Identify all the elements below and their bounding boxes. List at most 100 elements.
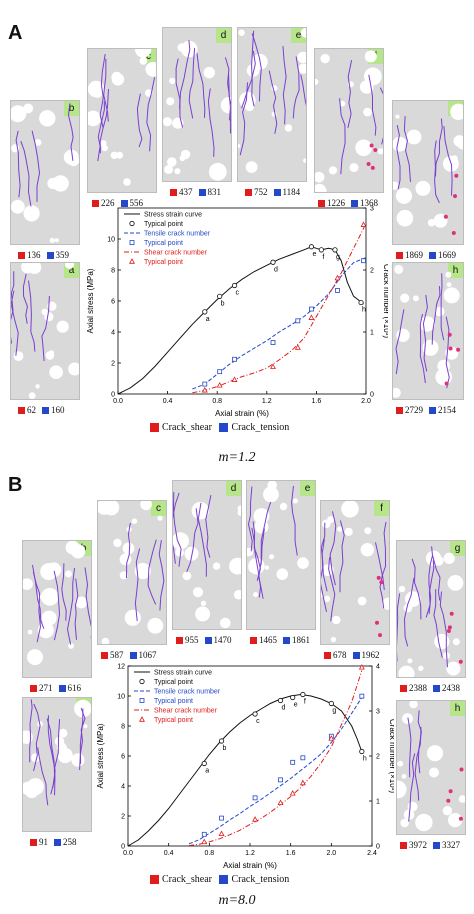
shear-mark bbox=[375, 620, 379, 625]
y-tick-label: 8 bbox=[111, 268, 115, 275]
panel-b-snapshot-b: b bbox=[22, 540, 92, 678]
crack-trace bbox=[175, 58, 184, 128]
particle bbox=[68, 155, 79, 167]
crack-trace bbox=[15, 130, 21, 198]
y-tick-label: 0 bbox=[111, 392, 115, 399]
particle bbox=[245, 161, 258, 174]
crack-trace bbox=[422, 294, 428, 372]
x-tick-label: 0.0 bbox=[113, 398, 123, 405]
particle bbox=[220, 617, 231, 629]
shear-typical-point bbox=[334, 274, 341, 281]
crack-trace bbox=[433, 589, 443, 658]
particle bbox=[402, 713, 413, 724]
x-tick-label: 1.6 bbox=[312, 398, 322, 405]
panel-a-count-d: 437 831 bbox=[170, 186, 227, 198]
particle bbox=[101, 637, 110, 644]
panel-a-count-f: 1226 1368 bbox=[318, 197, 384, 209]
x-axis-label: Axial strain (%) bbox=[215, 409, 269, 418]
particle bbox=[446, 661, 461, 676]
particle bbox=[437, 359, 450, 373]
legend-swatch bbox=[139, 716, 145, 722]
shear-typical-point bbox=[289, 790, 296, 796]
shear-mark bbox=[459, 767, 464, 772]
particle bbox=[349, 163, 359, 173]
shear-typical-point bbox=[277, 799, 284, 806]
particle bbox=[39, 110, 56, 127]
particle bbox=[363, 107, 372, 117]
stress-typical-point bbox=[300, 691, 306, 698]
typical-point-label: d bbox=[274, 266, 278, 273]
particle bbox=[276, 568, 289, 580]
particle bbox=[434, 556, 444, 566]
particle bbox=[135, 49, 152, 58]
particle bbox=[68, 362, 79, 376]
panel-b-snapshot-g: g bbox=[396, 540, 466, 678]
specimen-texture bbox=[23, 541, 91, 666]
crack-trace bbox=[74, 578, 79, 640]
typical-point-label: d bbox=[282, 705, 286, 712]
shear-mark bbox=[458, 659, 463, 664]
particle bbox=[446, 282, 452, 287]
crack-trace bbox=[347, 60, 353, 129]
y-tick-label: 10 bbox=[117, 694, 125, 701]
stress-typical-point bbox=[308, 244, 315, 250]
particle bbox=[407, 801, 418, 812]
legend-entry: Shear crack number bbox=[154, 708, 218, 715]
particle bbox=[328, 166, 338, 175]
x-tick-label: 1.2 bbox=[262, 398, 272, 405]
particle bbox=[100, 140, 107, 147]
panel-b-snapshot-e: e bbox=[246, 480, 316, 630]
crack-trace bbox=[247, 486, 253, 552]
tensile-typical-point bbox=[217, 369, 223, 375]
particle bbox=[422, 339, 439, 356]
shear-crack-curve bbox=[192, 223, 367, 394]
particle bbox=[248, 563, 258, 573]
particle bbox=[35, 384, 40, 389]
shear-mark bbox=[456, 347, 461, 352]
tensile-typical-point bbox=[252, 795, 258, 801]
crack-trace bbox=[252, 521, 261, 581]
crack-trace bbox=[292, 56, 300, 119]
shear-mark bbox=[366, 162, 371, 166]
crack-trace bbox=[251, 527, 262, 598]
legend-crack-tension: Crack_tension bbox=[231, 874, 290, 885]
crack-trace bbox=[381, 521, 387, 590]
typical-point-label: e bbox=[312, 251, 316, 258]
particle bbox=[321, 564, 334, 577]
y2-tick-label: 2 bbox=[376, 754, 380, 761]
panel-b-count-h: 3972 3327 bbox=[400, 839, 466, 851]
stress-typical-point bbox=[231, 282, 238, 289]
particle bbox=[237, 509, 241, 516]
particle bbox=[166, 97, 175, 106]
particle bbox=[167, 157, 177, 167]
crack-trace bbox=[440, 273, 445, 341]
panel-a-snapshot-f: f bbox=[314, 48, 384, 193]
tensile-typical-point bbox=[278, 777, 283, 783]
typical-point-label: e bbox=[294, 702, 298, 709]
crack-trace bbox=[408, 753, 416, 822]
crack-trace bbox=[66, 567, 75, 645]
particle bbox=[247, 547, 254, 557]
particle bbox=[110, 151, 118, 159]
panel-a-snapshot-g: g bbox=[392, 100, 464, 245]
panel-b-snapshot-c: c bbox=[97, 500, 167, 645]
particle bbox=[269, 554, 275, 560]
particle bbox=[134, 562, 151, 580]
particle bbox=[238, 29, 245, 36]
typical-point-label: g bbox=[332, 708, 336, 715]
legend-swatch bbox=[139, 698, 145, 703]
crack-trace bbox=[224, 57, 231, 121]
particle bbox=[451, 155, 458, 162]
crack-trace bbox=[434, 140, 440, 204]
legend-swatch bbox=[129, 220, 135, 227]
particle bbox=[11, 105, 27, 123]
shear-mark bbox=[369, 143, 374, 148]
panel-a-caption: m=1.2 bbox=[218, 450, 256, 465]
specimen-texture bbox=[315, 50, 383, 192]
particle bbox=[191, 502, 209, 520]
crack-trace bbox=[11, 290, 19, 356]
crack-trace bbox=[126, 522, 131, 579]
shear-typical-point bbox=[358, 664, 365, 670]
particle bbox=[139, 57, 148, 65]
